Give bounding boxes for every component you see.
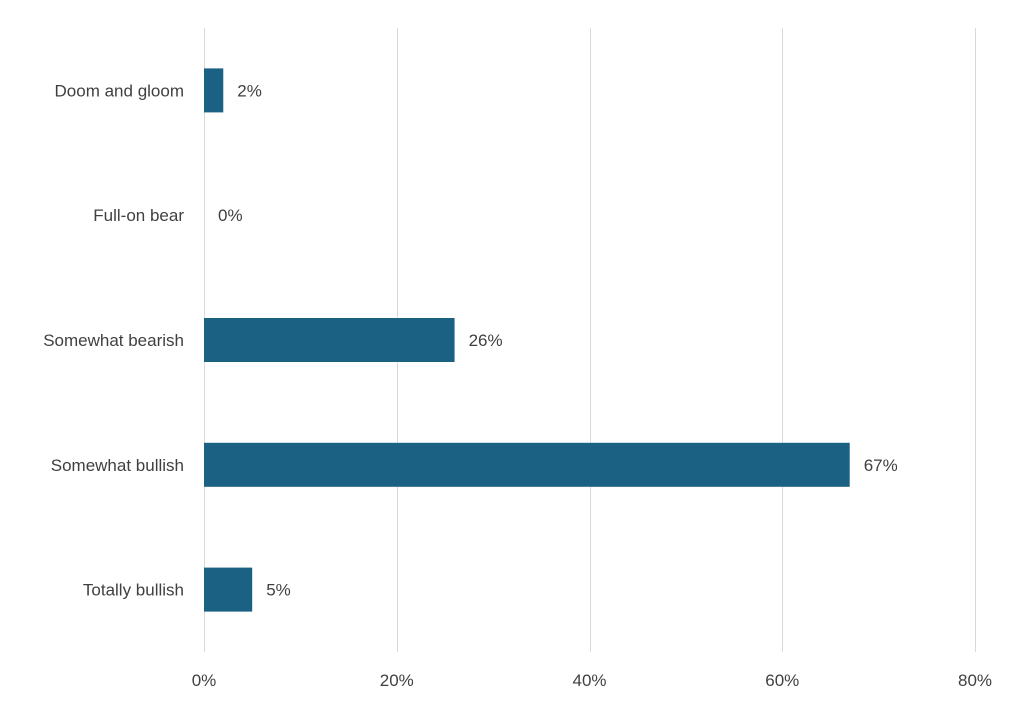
category-labels: Doom and gloom Full-on bear Somewhat beari… <box>43 81 184 599</box>
category-label: Totally bullish <box>83 581 184 600</box>
x-axis-tick-labels: 0% 20% 40% 60% 80% <box>192 671 992 690</box>
category-label: Somewhat bearish <box>43 331 184 350</box>
bar <box>204 318 455 362</box>
bar <box>204 567 253 612</box>
data-labels: 2% 0% 26% 67% 5% <box>218 81 898 599</box>
x-tick-label: 60% <box>765 671 799 690</box>
category-label: Full-on bear <box>93 206 184 225</box>
x-tick-label: 0% <box>192 671 217 690</box>
data-label: 26% <box>469 331 503 350</box>
data-label: 67% <box>864 456 898 475</box>
x-tick-label: 40% <box>572 671 606 690</box>
bars <box>204 68 850 612</box>
category-label: Somewhat bullish <box>51 456 184 475</box>
category-label: Doom and gloom <box>55 81 184 100</box>
gridlines <box>204 28 976 652</box>
data-label: 2% <box>237 81 262 100</box>
bar <box>204 68 224 113</box>
data-label: 0% <box>218 206 243 225</box>
bar <box>204 442 850 487</box>
x-tick-label: 80% <box>958 671 992 690</box>
x-tick-label: 20% <box>380 671 414 690</box>
data-label: 5% <box>266 581 291 600</box>
